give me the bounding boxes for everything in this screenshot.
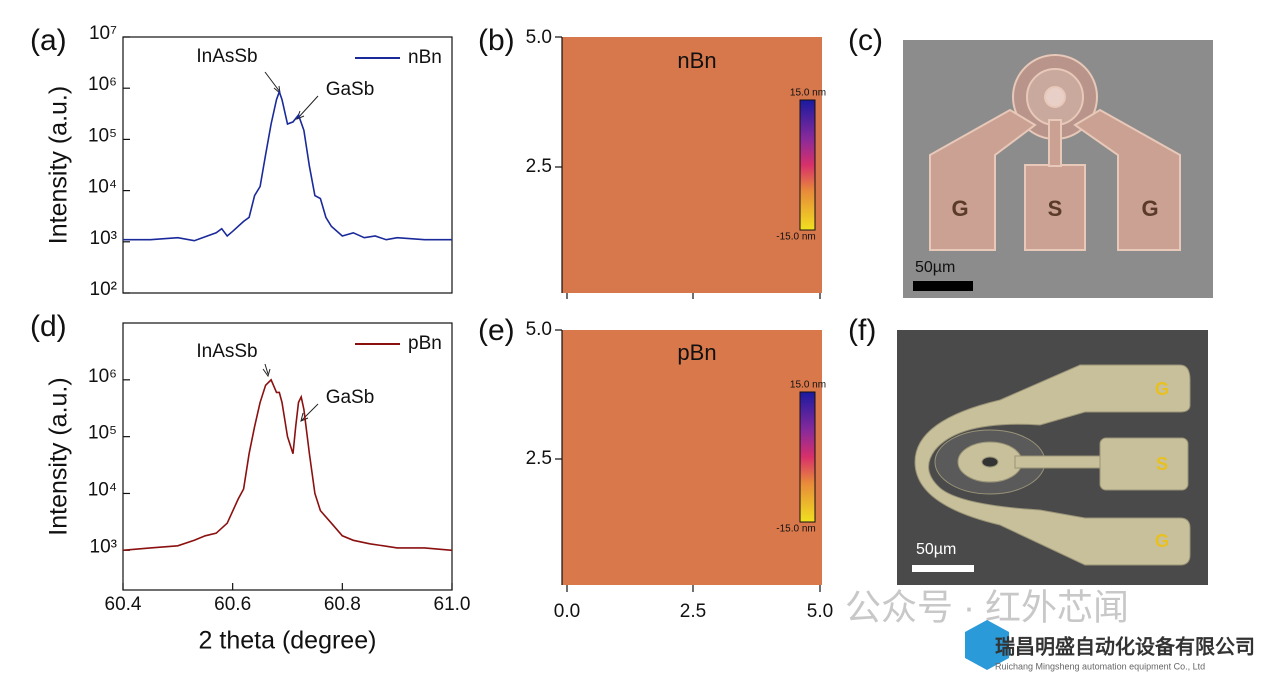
y-tick-label: 5.0 bbox=[526, 27, 552, 48]
x-tick-label: 0.0 bbox=[554, 601, 580, 622]
annotation-arrows bbox=[262, 71, 319, 422]
data-line bbox=[123, 89, 452, 242]
y-tick-label: 2.5 bbox=[526, 156, 552, 177]
panel-label: (f) bbox=[848, 314, 876, 347]
panel-label: (b) bbox=[478, 24, 515, 57]
pad-label: G bbox=[1155, 379, 1169, 399]
watermark: Ruichang Mingsheng automation equipment … bbox=[995, 661, 1205, 671]
colorbar-label: -15.0 nm bbox=[776, 232, 815, 243]
annotation: GaSb bbox=[326, 387, 375, 408]
y-axis-title: Intensity (a.u.) bbox=[45, 86, 73, 244]
logo bbox=[965, 620, 1009, 670]
panel-label: (d) bbox=[30, 310, 67, 343]
y-tick-label: 10³ bbox=[90, 536, 117, 557]
legend-label: pBn bbox=[408, 333, 442, 354]
pad-label: G bbox=[1141, 196, 1158, 221]
legend-label: nBn bbox=[408, 47, 442, 68]
y-tick-label: 10⁵ bbox=[88, 423, 117, 444]
sample-label: pBn bbox=[677, 340, 716, 365]
pad-label: S bbox=[1156, 454, 1168, 474]
y-tick-label: 10⁷ bbox=[89, 23, 117, 44]
scale-bar-label: 50µm bbox=[915, 259, 955, 276]
afm-image bbox=[562, 330, 822, 585]
colorbar-label: 15.0 nm bbox=[790, 88, 826, 99]
pad-label: G bbox=[1155, 531, 1169, 551]
scale-bar bbox=[912, 565, 974, 572]
x-tick-label: 60.4 bbox=[105, 594, 142, 615]
y-tick-label: 5.0 bbox=[526, 319, 552, 340]
afm-axes bbox=[555, 36, 821, 592]
y-tick-label: 10⁶ bbox=[88, 366, 117, 387]
y-tick-label: 10⁶ bbox=[88, 74, 117, 95]
colorbar bbox=[799, 99, 816, 231]
scale-bar bbox=[913, 281, 973, 291]
annotation: InAsSb bbox=[196, 46, 257, 67]
pad-label: G bbox=[951, 196, 968, 221]
x-tick-label: 5.0 bbox=[807, 601, 833, 622]
sample-label: nBn bbox=[677, 48, 716, 73]
device-c bbox=[929, 54, 1181, 251]
colorbar-label: 15.0 nm bbox=[790, 380, 826, 391]
colorbar-label: -15.0 nm bbox=[776, 524, 815, 535]
panel-label: (e) bbox=[478, 314, 515, 347]
x-tick-label: 60.6 bbox=[214, 594, 251, 615]
y-axis-title: Intensity (a.u.) bbox=[45, 377, 73, 535]
colorbar bbox=[799, 391, 816, 523]
y-tick-label: 10⁴ bbox=[88, 177, 117, 198]
afm-image bbox=[562, 37, 822, 293]
y-tick-label: 10⁵ bbox=[88, 125, 117, 146]
watermark: 瑞昌明盛自动化设备有限公司 bbox=[995, 634, 1255, 658]
plot-frame bbox=[122, 36, 453, 294]
panel-label: (a) bbox=[30, 24, 67, 57]
annotation: GaSb bbox=[326, 79, 375, 100]
y-tick-label: 10³ bbox=[90, 228, 117, 249]
y-tick-label: 10⁴ bbox=[88, 479, 117, 500]
x-tick-label: 60.8 bbox=[324, 594, 361, 615]
scale-bar-label: 50µm bbox=[916, 541, 956, 558]
x-tick-label: 2.5 bbox=[680, 601, 706, 622]
pad-label: S bbox=[1048, 196, 1063, 221]
data-line bbox=[122, 378, 453, 552]
panel-label: (c) bbox=[848, 24, 883, 57]
x-axis-title: 2 theta (degree) bbox=[199, 627, 377, 655]
plot-frame bbox=[122, 322, 453, 591]
annotation: InAsSb bbox=[196, 341, 257, 362]
y-tick-label: 2.5 bbox=[526, 448, 552, 469]
device-f bbox=[914, 364, 1191, 566]
y-tick-label: 10² bbox=[90, 279, 117, 300]
x-tick-label: 61.0 bbox=[434, 594, 471, 615]
